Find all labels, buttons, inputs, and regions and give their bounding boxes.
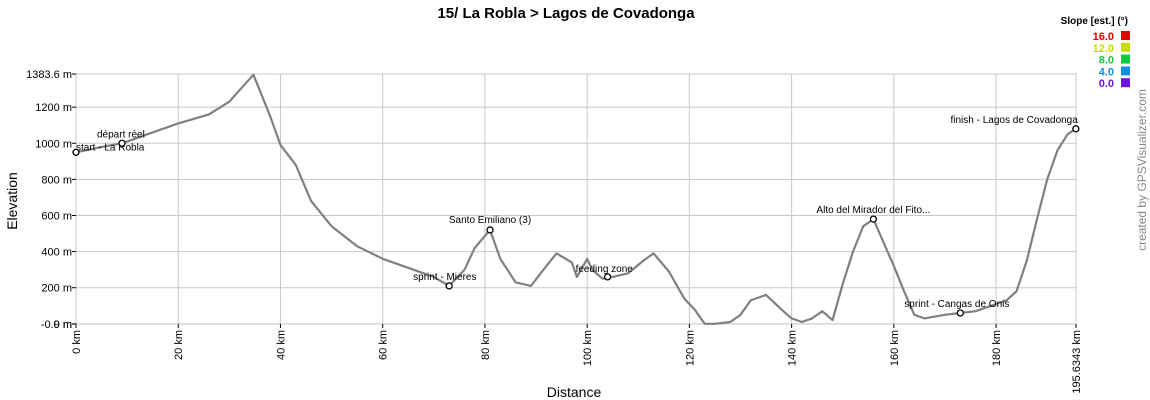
waypoint-label: sprint - Cangas de Onis — [904, 299, 1009, 310]
legend-swatch — [1121, 78, 1130, 88]
x-tick-label: 180 km — [991, 330, 1003, 366]
x-tick-label: 60 km — [378, 330, 390, 360]
waypoint-marker — [869, 215, 878, 223]
slope-legend: Slope [est.] (°) 16.012.08.04.00.0 — [1061, 16, 1130, 90]
y-tick-label: 600 m — [41, 210, 72, 222]
x-tick-label: 195.6343 km — [1071, 330, 1083, 394]
x-tick-label: 80 km — [480, 330, 492, 360]
legend-label: 0.0 — [1099, 78, 1114, 90]
y-tick-label: -0.9 m — [41, 319, 72, 331]
legend-swatch — [1121, 31, 1130, 40]
waypoint-marker — [1072, 125, 1080, 133]
legend-label: 12.0 — [1093, 43, 1114, 55]
chart-title: 15/ La Robla > Lagos de Covadonga — [437, 5, 695, 22]
waypoint-label: sprint - Mieres — [413, 272, 476, 283]
waypoint-marker — [486, 226, 494, 234]
waypoint-label: Santo Emiliano (3) — [449, 215, 531, 226]
waypoint-marker — [445, 282, 453, 290]
waypoint-marker — [118, 139, 126, 147]
waypoints: start - La Robla départ réel Santo Emilian… — [72, 115, 1080, 317]
legend-label: 16.0 — [1093, 31, 1114, 43]
y-tick-label: 200 m — [41, 283, 72, 295]
x-tick-label: 160 km — [889, 330, 901, 366]
waypoint-label: départ réel — [97, 129, 145, 140]
x-tick-label: 20 km — [173, 330, 185, 360]
legend-swatch — [1121, 66, 1130, 76]
credit-text: created by GPSVisualizer.com — [1135, 89, 1149, 251]
plot-background — [75, 73, 1077, 325]
y-tick-label: 1383.6 m — [26, 69, 72, 81]
legend-swatch — [1121, 54, 1130, 64]
waypoint-label: feeding zone — [576, 264, 634, 275]
y-tick-labels: 1383.6 m 1200 m 1000 m 800 m 600 m 400 m 200 m… — [26, 69, 76, 331]
waypoint-marker — [956, 309, 964, 317]
gridlines — [75, 73, 1077, 325]
waypoint-marker — [603, 273, 612, 281]
waypoint-marker — [72, 148, 80, 156]
x-tick-label: 100 km — [582, 330, 594, 366]
x-tick-label: 40 km — [275, 330, 287, 360]
waypoint-label: Alto del Mirador del Fito... — [816, 205, 930, 216]
plot-area: 0 km 20 km 40 km 60 km 80 km 100 km 120 km 140 … — [26, 69, 1083, 394]
y-tick-label: 1200 m — [35, 102, 72, 114]
waypoint-label: finish - Lagos de Covadonga — [951, 115, 1079, 126]
y-tick-label: 400 m — [41, 247, 72, 259]
waypoint-label: start - La Robla — [76, 142, 145, 153]
x-tick-label: 0 km — [71, 330, 83, 354]
y-tick-label: 1000 m — [35, 138, 72, 150]
x-axis-label: Distance — [547, 384, 602, 400]
legend-title: Slope [est.] (°) — [1061, 16, 1128, 27]
y-tick-label: 800 m — [41, 174, 72, 186]
series-elevation — [75, 73, 1077, 325]
legend-label: 8.0 — [1099, 55, 1114, 67]
elevation-line — [75, 73, 1077, 325]
legend-swatch — [1121, 42, 1130, 52]
x-tick-labels: 0 km 20 km 40 km 60 km 80 km 100 km 120 km 140 … — [71, 324, 1083, 394]
legend-label: 4.0 — [1099, 66, 1114, 78]
x-tick-label: 140 km — [787, 330, 799, 366]
x-tick-label: 120 km — [684, 330, 696, 366]
y-axis-label: Elevation — [4, 172, 20, 230]
y-tick-label: 0 m — [54, 319, 72, 331]
